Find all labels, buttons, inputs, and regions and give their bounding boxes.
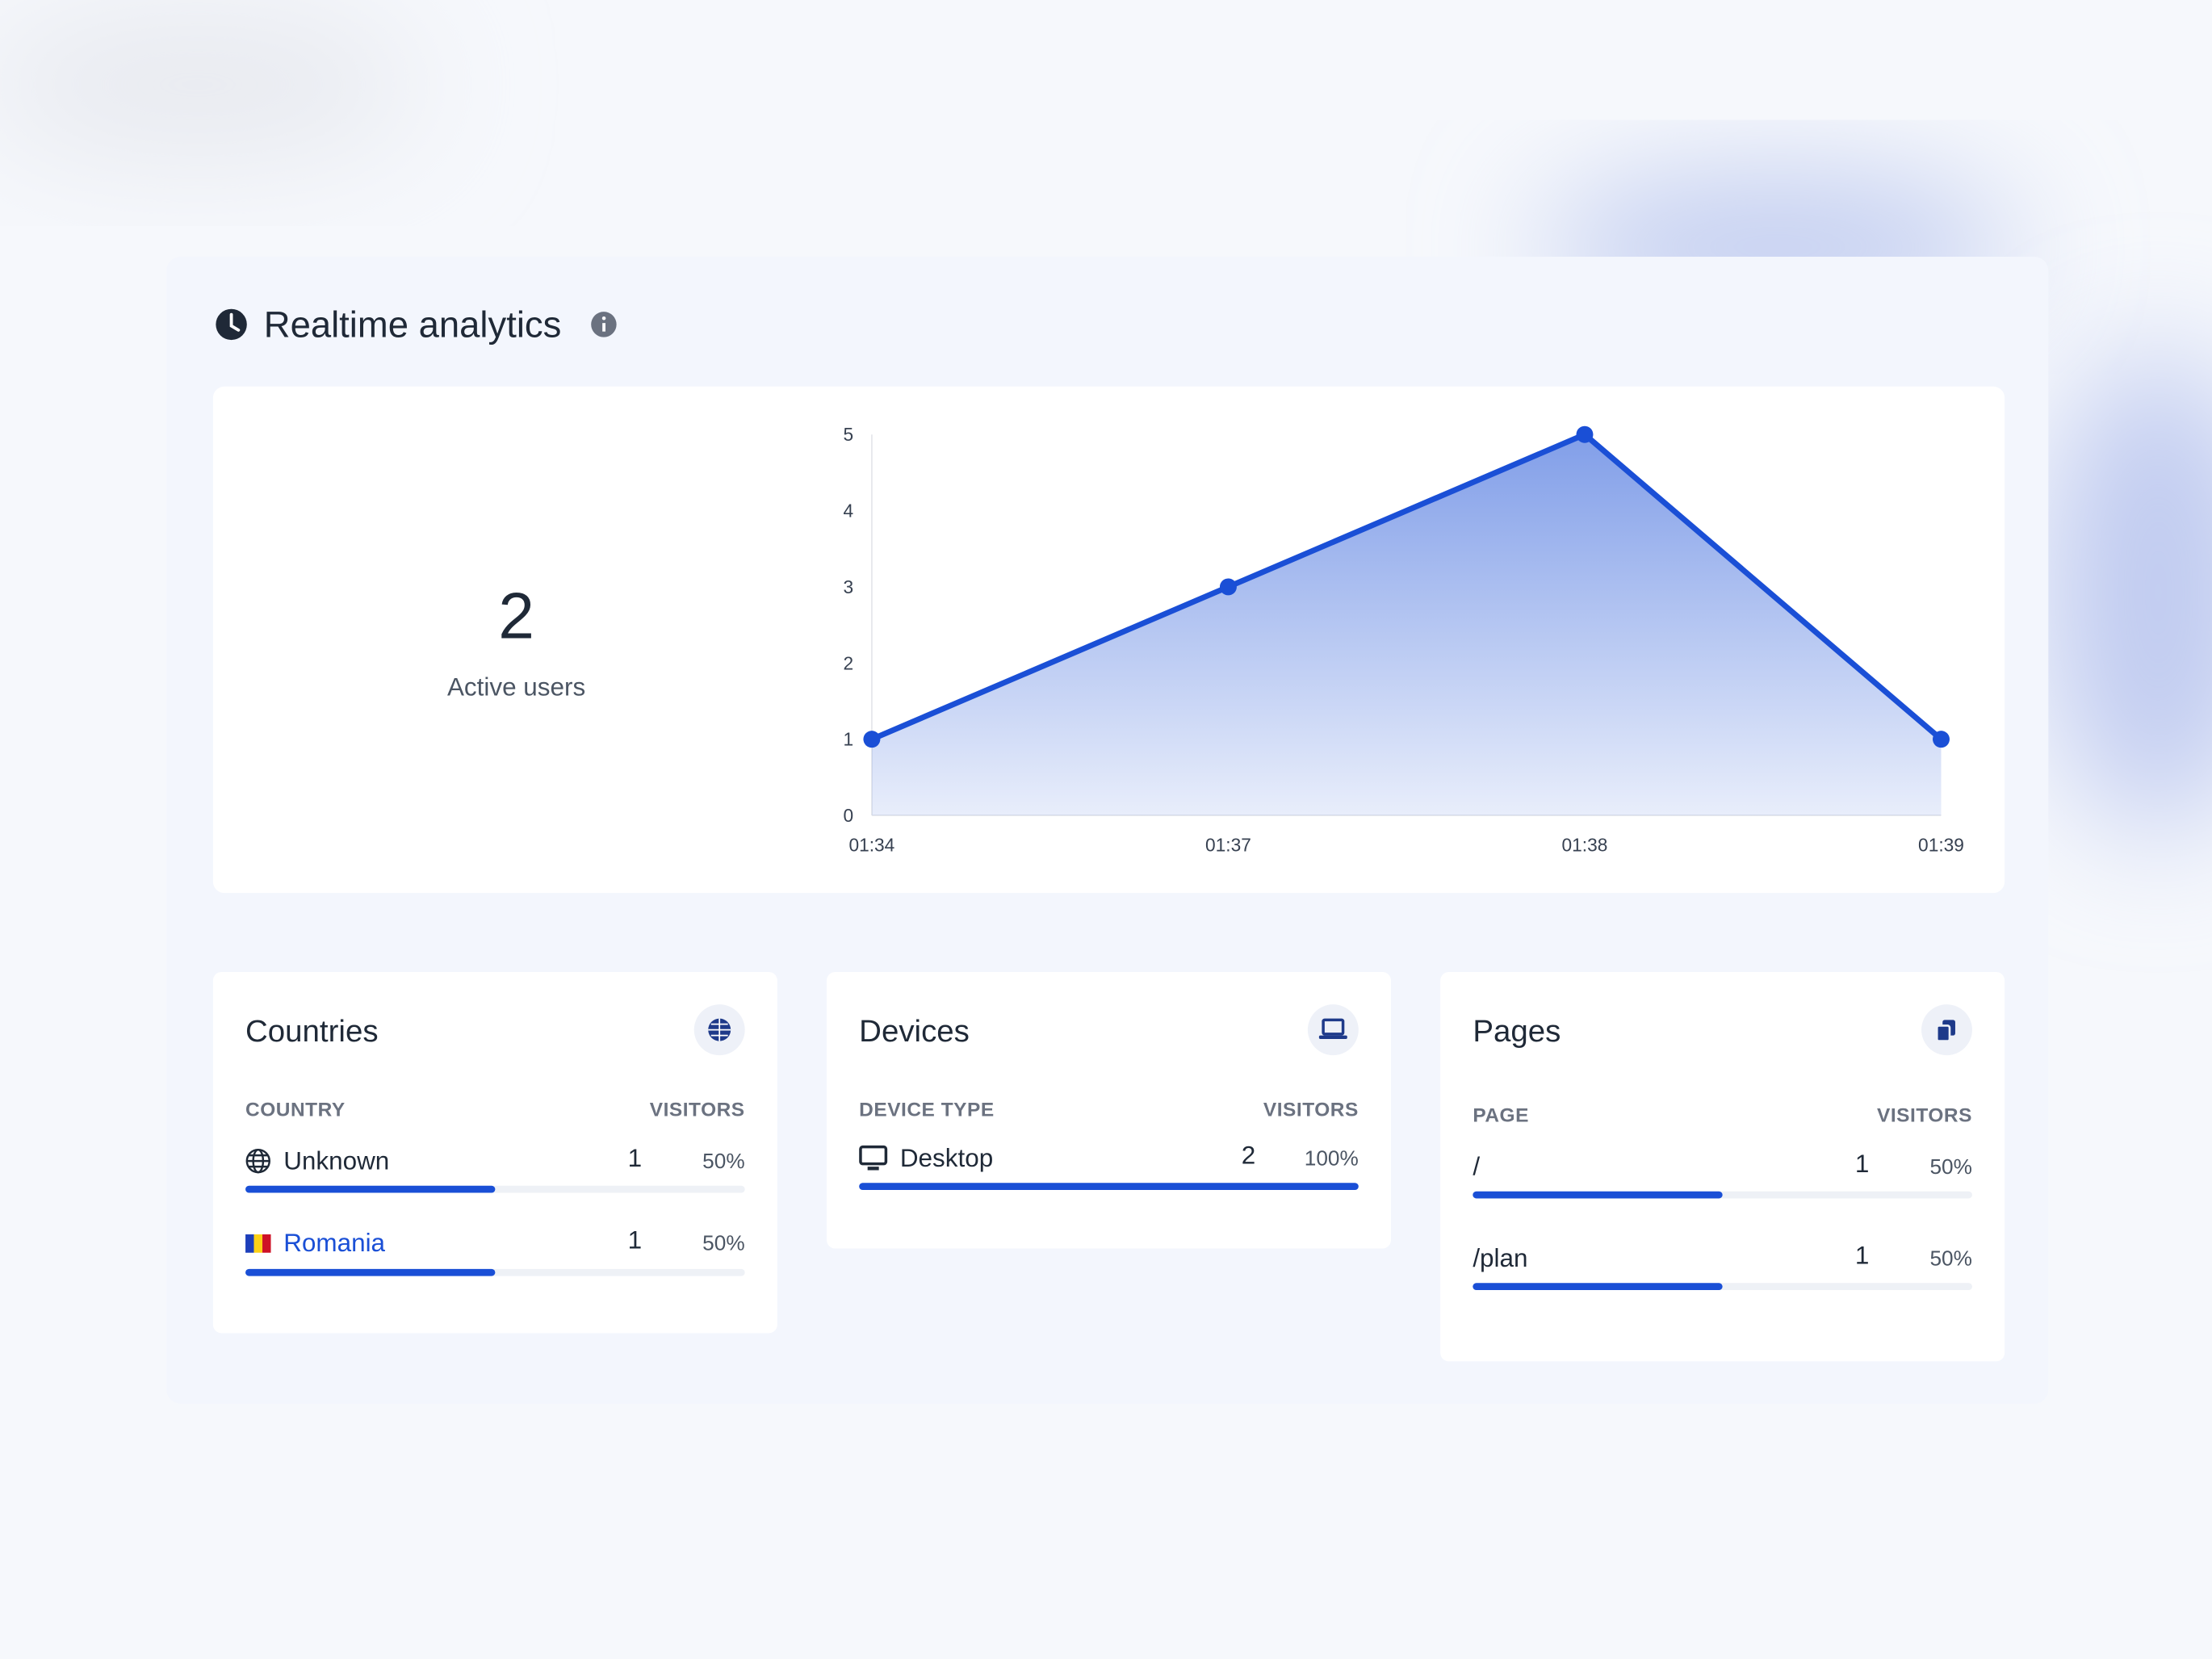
- column-header: VISITORS: [650, 1100, 745, 1121]
- row-name: /plan: [1473, 1244, 1527, 1272]
- bar: [245, 1268, 496, 1276]
- column-header: DEVICE TYPE: [859, 1100, 994, 1121]
- bar: [1473, 1191, 1723, 1199]
- bar: [859, 1183, 1359, 1190]
- row-share: 50%: [1929, 1154, 1971, 1179]
- point: [1576, 425, 1594, 443]
- copy-badge: [1921, 1004, 1972, 1056]
- pages-card: [1440, 971, 2005, 1362]
- card-title: Devices: [859, 1014, 970, 1049]
- column-header: VISITORS: [1263, 1100, 1359, 1121]
- y-tick-label: 3: [844, 576, 854, 597]
- x-tick-label: 01:34: [849, 835, 895, 856]
- title: Realtime analytics: [264, 304, 562, 345]
- line: [870, 431, 1943, 742]
- row-share: 50%: [702, 1231, 744, 1255]
- row-name: /: [1473, 1153, 1480, 1181]
- column-header: VISITORS: [1877, 1105, 1972, 1127]
- row-visitors: 2: [1242, 1142, 1255, 1170]
- desktop-icon: [859, 1145, 888, 1171]
- bar: [245, 1185, 496, 1193]
- chart: 0 1 2 3 4 5 01:34 01:37 01:38 01:39: [844, 424, 1964, 856]
- column-header: PAGE: [1473, 1105, 1529, 1127]
- bar: [1473, 1283, 1723, 1291]
- flag-icon: [245, 1234, 271, 1253]
- info-icon[interactable]: [591, 312, 617, 337]
- x-tick-label: 01:38: [1562, 835, 1608, 856]
- y-tick-label: 4: [844, 501, 854, 522]
- row-visitors: 1: [1855, 1150, 1869, 1178]
- y-tick-label: 2: [844, 652, 854, 673]
- active-users-label: Active users: [447, 673, 585, 702]
- card-title: Countries: [245, 1014, 379, 1049]
- area: [871, 434, 1942, 816]
- row-share: 50%: [1929, 1246, 1971, 1271]
- row-visitors: 1: [628, 1144, 642, 1172]
- glow: [0, 14, 424, 156]
- tables: Unknown 1 50% Romania 1 50% Desktop 2 100% / 1 50% /…: [245, 1142, 1972, 1291]
- point: [1933, 731, 1950, 748]
- x-tick-label: 01:39: [1918, 835, 1964, 856]
- devices-card: [827, 971, 1391, 1249]
- point: [1219, 578, 1237, 596]
- row-share: 50%: [702, 1149, 744, 1173]
- row-visitors: 1: [1855, 1242, 1869, 1270]
- globe-icon: [245, 1148, 270, 1174]
- point: [863, 731, 881, 748]
- y-tick-label: 5: [844, 424, 854, 445]
- clock-icon: [216, 308, 247, 341]
- countries-card: [212, 971, 777, 1334]
- globe-badge: [693, 1004, 745, 1056]
- row-visitors: 1: [628, 1226, 642, 1255]
- card-title: Pages: [1473, 1014, 1561, 1049]
- x-tick-label: 01:37: [1205, 835, 1251, 856]
- y-tick-label: 0: [844, 805, 854, 826]
- row-name: Desktop: [900, 1144, 993, 1172]
- row-name[interactable]: Romania: [283, 1229, 385, 1257]
- laptop-badge: [1307, 1004, 1359, 1056]
- glow: [2045, 352, 2212, 832]
- y-tick-label: 1: [844, 729, 854, 750]
- active-users-count: 2: [498, 580, 534, 653]
- column-header: COUNTRY: [245, 1100, 346, 1121]
- row-name: Unknown: [283, 1147, 389, 1175]
- row-share: 100%: [1305, 1146, 1359, 1171]
